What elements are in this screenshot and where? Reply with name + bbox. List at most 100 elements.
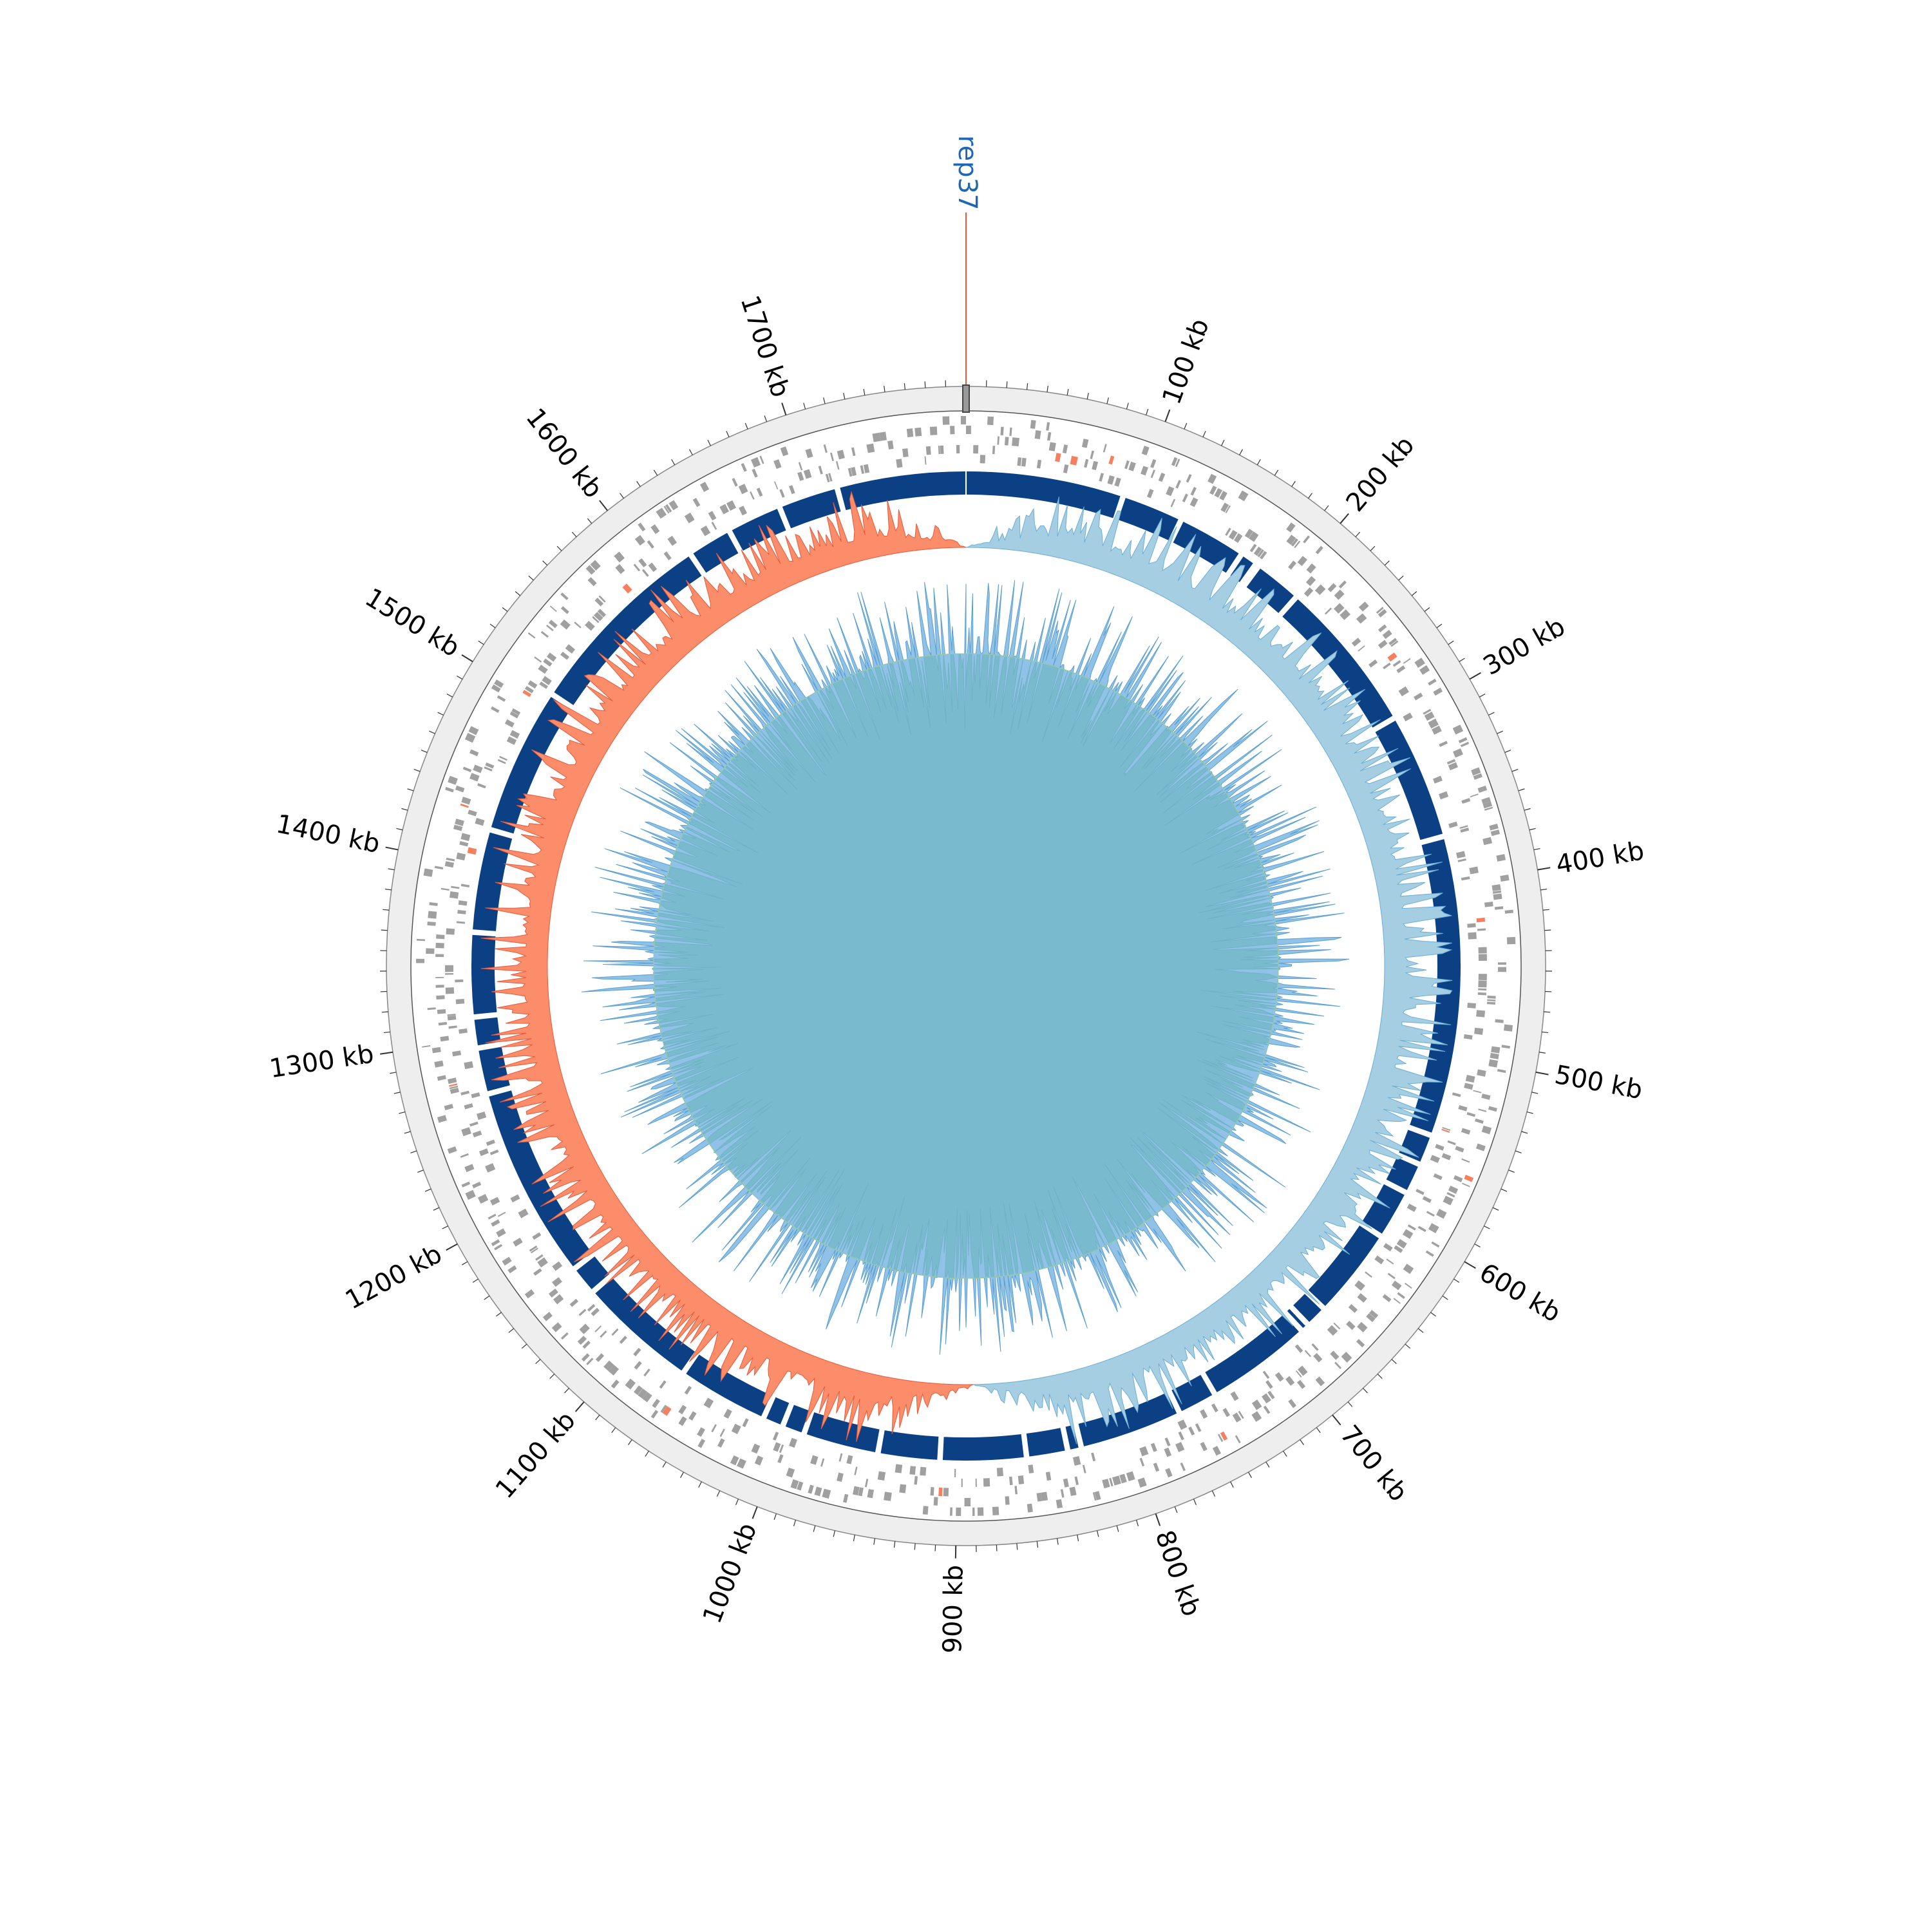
gene-block [444,1104,453,1110]
minor-tick [1096,1530,1099,1537]
gene-block [797,471,804,481]
gene-block [825,473,830,483]
gene-block [650,524,660,535]
tick-label: 1300 kb [267,1039,375,1084]
gene-block [1365,1271,1372,1278]
gene-block [529,1245,538,1252]
gene-block [551,1322,562,1332]
gene-block [1235,1435,1241,1444]
gene-block [1055,453,1061,462]
gene-block [1175,1442,1185,1452]
gene-block [619,1336,627,1344]
gene-block [660,1405,667,1413]
gene-block [1478,947,1487,954]
gene-block [527,680,538,689]
major-tick [752,1506,758,1519]
gene-block [427,1007,436,1010]
gene-block [477,1194,489,1204]
gene-block [1460,741,1470,748]
gene-block [1046,431,1052,441]
gene-block [1481,797,1491,804]
minor-tick [1355,531,1361,538]
tick-label: 700 kb [1334,1420,1414,1508]
minor-tick [1526,1111,1533,1114]
gene-block [647,540,654,549]
gene-block [435,954,444,958]
gene-block [1469,866,1479,875]
gene-block [678,1405,687,1415]
gene-block [1476,917,1486,923]
gene-block [1334,589,1345,600]
gene-block [678,1416,687,1426]
gene-block [565,644,576,654]
gene-block [524,1289,535,1299]
gene-block [779,489,785,498]
gene-block [1306,563,1316,574]
tick-label: 900 kb [938,1564,969,1653]
minor-tick [478,640,484,645]
gene-block [1466,1112,1476,1117]
gene-block [1234,533,1243,544]
gene-block [1351,638,1361,647]
gene-block [1263,1405,1271,1414]
gene-block [1262,1393,1271,1404]
minor-tick [726,431,730,437]
gene-block [633,1385,643,1396]
tick-label: 200 kb [1340,431,1420,518]
gene-block [1473,773,1482,780]
gene-block [1099,473,1104,482]
gc-skew-track [480,491,1453,1444]
gene-block [485,1163,496,1173]
gene-block [1356,1339,1365,1348]
gene-block [659,1380,667,1389]
gene-block [1092,460,1099,471]
gene-block [964,1497,971,1506]
gene-block [1382,629,1392,639]
minor-tick [1417,1328,1424,1333]
gene-block [1220,502,1229,513]
gene-block [838,1453,843,1462]
gene-block [1012,437,1019,447]
gene-block [535,1254,544,1261]
minor-tick [1135,1520,1139,1526]
gene-block [741,462,747,472]
contig-segment [1065,1425,1079,1450]
gene-block [625,1378,636,1390]
gene-block [1478,1108,1487,1112]
minor-tick [1116,1525,1119,1532]
gene-block [1471,767,1481,776]
minor-tick [1174,1506,1178,1513]
gene-block [1476,1010,1486,1018]
minor-tick [1027,383,1028,390]
contig-segment [474,1017,501,1046]
contig-segment [942,1434,1024,1461]
gene-block [756,488,763,497]
gene-block [1477,928,1486,931]
contig-segment [766,1397,790,1425]
gene-block [830,452,834,462]
gene-block [1291,538,1298,547]
gene-block [863,464,870,473]
gene-block [1128,461,1136,471]
gene-block [997,436,999,445]
gene-block [1439,791,1449,800]
gene-block [1119,1473,1127,1484]
minor-tick [773,1513,777,1520]
gene-block [1251,1411,1262,1422]
gene-block [950,426,955,435]
minor-tick [1230,1481,1234,1488]
minor-tick [1391,1359,1397,1365]
gene-block [560,651,570,660]
minor-tick [1291,480,1296,487]
minor-tick [813,1525,816,1532]
gene-block [1141,446,1150,456]
gene-block [887,440,894,450]
gene-block [1084,459,1089,468]
gene-block [1432,775,1443,784]
tick-label: 500 kb [1552,1060,1645,1105]
gene-block [750,491,755,500]
gene-block [858,1487,864,1497]
gene-block [510,1194,520,1203]
gene-block [574,621,582,629]
gene-block [469,749,479,757]
